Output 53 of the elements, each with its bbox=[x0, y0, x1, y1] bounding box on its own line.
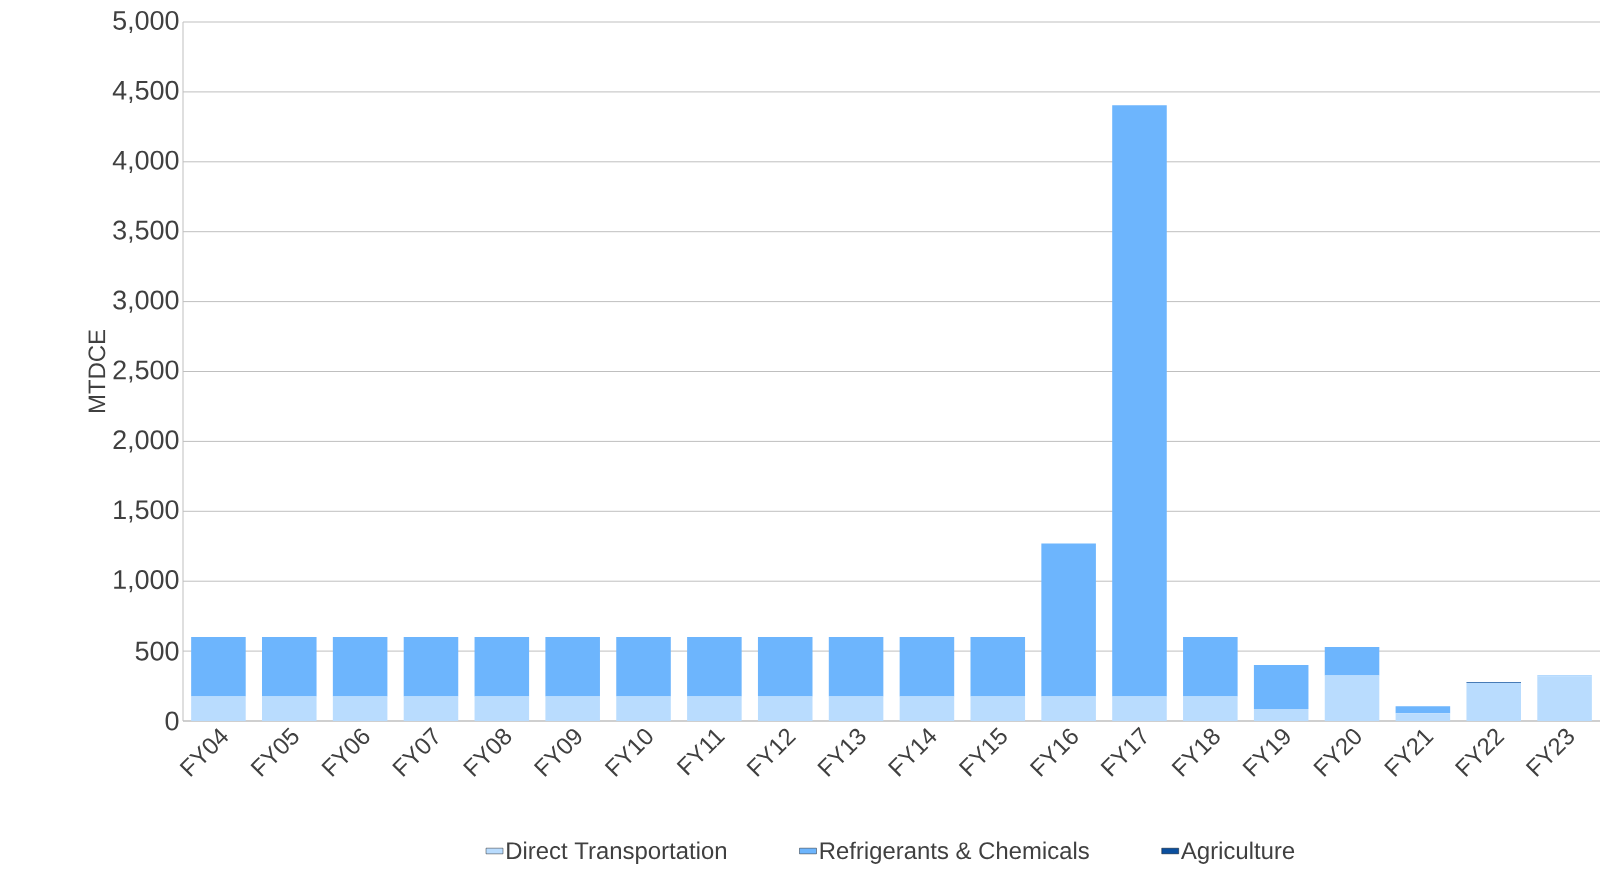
y-axis-title: MTDCE bbox=[88, 330, 106, 413]
bar bbox=[828, 637, 884, 697]
bar bbox=[262, 696, 317, 721]
y-tick-label: 3,000 bbox=[113, 290, 179, 313]
y-tick-label: 1,500 bbox=[114, 500, 179, 523]
legend-label: Refrigerants & Chemicals bbox=[820, 841, 1089, 864]
bar bbox=[1253, 665, 1309, 710]
bar bbox=[1466, 682, 1522, 721]
bar bbox=[1537, 676, 1592, 721]
legend-label: Direct Transportation bbox=[507, 841, 726, 864]
y-tick-label: 0 bbox=[165, 711, 179, 731]
y-tick-label: 4,500 bbox=[112, 80, 179, 104]
bar bbox=[757, 637, 813, 697]
bar bbox=[1324, 675, 1380, 721]
bar bbox=[332, 637, 388, 697]
y-tick-label: 5,000 bbox=[113, 10, 179, 34]
bar bbox=[191, 696, 246, 721]
bar bbox=[1183, 696, 1238, 721]
bar bbox=[1112, 105, 1167, 697]
bar bbox=[262, 637, 317, 697]
bar bbox=[970, 696, 1026, 721]
bar bbox=[1112, 696, 1167, 721]
bar bbox=[332, 696, 388, 721]
bar bbox=[1041, 696, 1096, 721]
y-tick-label: 2,000 bbox=[113, 430, 179, 453]
bar bbox=[403, 696, 459, 721]
bar bbox=[191, 637, 246, 697]
bar bbox=[616, 696, 671, 721]
y-tick-label: 1,000 bbox=[114, 570, 179, 593]
bar bbox=[757, 696, 813, 721]
bar bbox=[1183, 637, 1238, 697]
y-tick-label: 2,500 bbox=[113, 360, 179, 383]
y-tick-label: 4,000 bbox=[112, 150, 179, 173]
legend-label: Agriculture bbox=[1180, 841, 1295, 864]
bar bbox=[474, 696, 530, 721]
bar bbox=[899, 696, 955, 721]
y-tick-label: 3,500 bbox=[113, 220, 179, 243]
bar bbox=[1395, 706, 1451, 714]
bar bbox=[828, 696, 884, 721]
bar bbox=[1041, 543, 1096, 697]
y-tick-label: 500 bbox=[135, 641, 179, 661]
bar bbox=[1395, 713, 1451, 721]
bar bbox=[545, 696, 600, 721]
bar bbox=[899, 637, 955, 697]
bar bbox=[1253, 709, 1309, 721]
bar bbox=[474, 637, 530, 697]
bar bbox=[403, 637, 459, 697]
bar bbox=[616, 637, 671, 697]
bar bbox=[1324, 646, 1380, 676]
bar bbox=[970, 637, 1026, 697]
bar bbox=[545, 637, 600, 697]
bar bbox=[687, 637, 742, 697]
bar bbox=[687, 696, 742, 721]
